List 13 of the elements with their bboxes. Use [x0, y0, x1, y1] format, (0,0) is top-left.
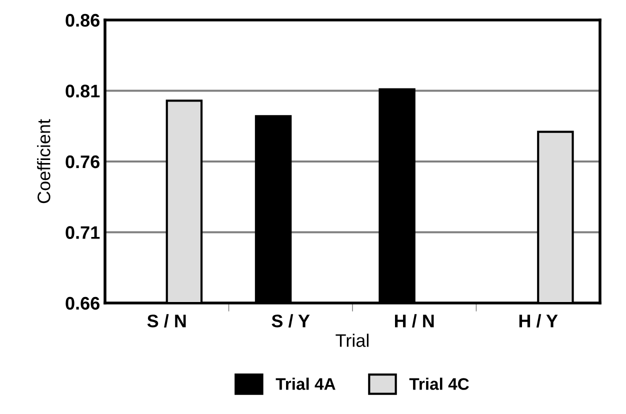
y-tick-label: 0.71 [66, 226, 100, 239]
y-tick-label: 0.81 [66, 84, 100, 98]
legend-label: Trial 4A [276, 378, 336, 390]
y-tick-label: 0.76 [66, 155, 100, 168]
y-axis-title: Coefficient [37, 119, 50, 204]
x-tick-label: S / N [147, 314, 186, 328]
x-axis-title: Trial [336, 334, 369, 347]
y-tick-label: 0.66 [66, 296, 100, 310]
legend-label: Trial 4C [409, 378, 469, 390]
x-tick-label: S / Y [272, 314, 310, 328]
x-tick-label: H / N [395, 314, 434, 328]
x-tick-label: H / Y [519, 314, 558, 328]
y-tick-label: 0.86 [66, 14, 100, 27]
